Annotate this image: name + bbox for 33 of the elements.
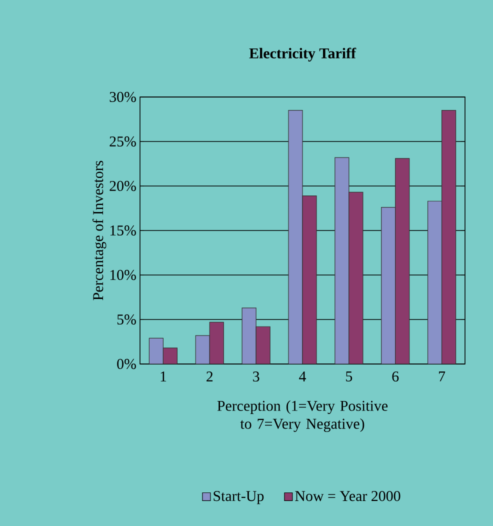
bar: [209, 322, 224, 364]
bar: [195, 335, 210, 364]
y-axis-title: Percentage of Investors: [92, 160, 106, 300]
x-axis-title: Perception (1=Very Positive to 7=Very Negative): [217, 400, 388, 432]
y-tick-label: 10%: [110, 270, 136, 280]
x-tick-label: 3: [253, 372, 260, 382]
chart-title: Electricity Tariff: [249, 48, 356, 62]
x-tick-label: 7: [439, 372, 446, 382]
y-tick-label: 20%: [110, 180, 136, 192]
bar: [149, 338, 164, 364]
bar: [242, 308, 256, 364]
bar: [427, 200, 442, 364]
x-tick-label: 6: [392, 372, 399, 382]
bar: [256, 326, 270, 364]
bar: [334, 157, 350, 364]
x-tick-label: 1: [160, 372, 166, 382]
bar: [441, 110, 456, 364]
y-tick-label: 15%: [110, 225, 136, 236]
legend-label: Start-Up: [214, 491, 264, 504]
x-tick-label: 2: [206, 372, 213, 382]
y-tick-label: 30%: [110, 92, 136, 102]
y-tick-label: 5%: [117, 314, 136, 325]
y-tick-label: 0%: [117, 358, 136, 370]
legend-label: Now = Year 2000: [295, 491, 400, 502]
bar: [348, 192, 364, 364]
bar: [163, 348, 178, 364]
bar: [395, 158, 410, 364]
x-tick-label: 4: [299, 372, 306, 382]
y-tick-label: 25%: [110, 136, 136, 147]
x-tick-label: 5: [346, 372, 352, 382]
bar: [381, 207, 396, 364]
bar: [288, 110, 303, 364]
bar: [302, 195, 317, 364]
